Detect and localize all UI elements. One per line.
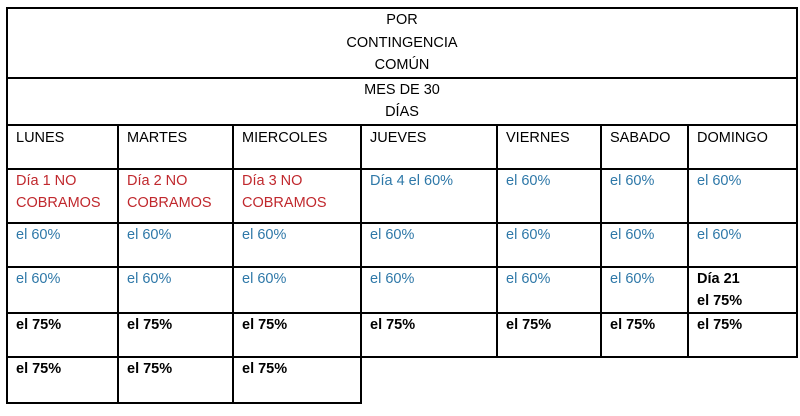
day-cell-text: Día 3 NO [242, 172, 303, 189]
day-cell-text: el 60% [506, 172, 551, 189]
day-cell-text: el 75% [16, 360, 62, 377]
payment-schedule-table: POR CONTINGENCIA COMÚN MES DE 30 DÍAS LU… [6, 7, 798, 404]
day-cell: el 75% [117, 355, 234, 404]
table-title: POR CONTINGENCIA COMÚN [6, 7, 798, 79]
empty-cell [361, 355, 497, 403]
day-cell: el 60% [360, 265, 498, 314]
table-subtitle: MES DE 30 DÍAS [6, 76, 798, 126]
day-cell-text: el 60% [127, 226, 172, 243]
day-cell-text: COBRAMOS [127, 194, 212, 211]
day-cell-text: el 75% [370, 316, 416, 333]
day-cell-text: el 75% [697, 316, 743, 333]
day-header-miercoles: MIERCOLES [232, 123, 362, 170]
day-cell: el 75% [117, 311, 234, 358]
empty-cell [601, 355, 688, 403]
day-cell-text: el 75% [697, 292, 743, 309]
day-cell: el 60% [687, 167, 798, 224]
day-cell: el 75% [232, 355, 362, 404]
day-cell-text: el 60% [697, 226, 742, 243]
contingency-sheet: POR CONTINGENCIA COMÚN MES DE 30 DÍAS LU… [6, 7, 798, 404]
day-cell: el 60% [496, 221, 602, 268]
day-cell: el 75% [6, 355, 119, 404]
title-line: COMÚN [374, 57, 430, 73]
day-cell: el 60% [600, 265, 689, 314]
day-cell: el 60% [687, 221, 798, 268]
subtitle-line: DÍAS [385, 104, 419, 120]
week-row: el 60% el 60% el 60% el 60% el 60% el 60% el 6… [6, 221, 798, 268]
day-cell-text: el 60% [127, 270, 172, 287]
day-cell: Día 3 NO COBRAMOS [232, 167, 362, 224]
day-cell-text: el 75% [127, 316, 173, 333]
day-cell: el 75% [687, 311, 798, 358]
day-header-sabado: SABADO [600, 123, 689, 170]
subtitle-line: MES DE 30 [364, 81, 440, 98]
day-cell: el 60% [117, 221, 234, 268]
day-cell-text: el 75% [16, 316, 62, 333]
title-line: POR [386, 12, 418, 28]
day-cell: el 75% [232, 311, 362, 358]
day-cell-text: el 60% [610, 172, 655, 189]
day-cell: el 75% [600, 311, 689, 358]
day-header-jueves: JUEVES [360, 123, 498, 170]
day-cell-text: el 60% [242, 226, 287, 243]
day-header-lunes: LUNES [6, 123, 119, 170]
day-cell-text: el 60% [370, 270, 415, 287]
day-cell-text: Día 1 NO [16, 172, 77, 189]
week-row: Día 1 NO COBRAMOS Día 2 NO COBRAMOS Día 3 NO… [6, 167, 798, 224]
week-row: el 75% el 75% el 75% el 75% el 75% el 75% el 7… [6, 311, 798, 358]
subtitle-row: MES DE 30 DÍAS [6, 76, 798, 126]
day-cell: el 60% [600, 167, 689, 224]
day-cell-text: el 75% [127, 360, 173, 377]
day-cell-text: el 60% [506, 270, 551, 287]
day-cell-text: el 60% [16, 226, 61, 243]
day-cell: el 60% [360, 221, 498, 268]
day-cell: el 60% [496, 167, 602, 224]
week-row: el 75% el 75% el 75% [6, 355, 797, 404]
weekday-header-row: LUNES MARTES MIERCOLES JUEVES VIERNES SA… [6, 123, 798, 170]
day-cell-text: el 60% [242, 270, 287, 287]
day-cell: el 60% [600, 221, 689, 268]
title-row: POR CONTINGENCIA COMÚN [6, 7, 798, 79]
day-cell-text: Día 2 NO [127, 172, 188, 189]
day-cell: el 60% [232, 265, 362, 314]
day-cell: Día 21 el 75% [687, 265, 798, 314]
day-cell-text: el 75% [610, 316, 656, 333]
day-cell: el 75% [6, 311, 119, 358]
day-cell: el 60% [232, 221, 362, 268]
day-cell: el 60% [6, 265, 119, 314]
day-cell-text: COBRAMOS [16, 194, 101, 211]
day-cell: el 60% [6, 221, 119, 268]
day-cell-text: el 60% [697, 172, 742, 189]
day-cell: el 60% [117, 265, 234, 314]
day-header-martes: MARTES [117, 123, 234, 170]
empty-cell [497, 355, 601, 403]
day-cell: el 60% [496, 265, 602, 314]
day-cell-text: el 60% [610, 226, 655, 243]
day-cell-text: el 60% [16, 270, 61, 287]
empty-cell [688, 355, 797, 403]
day-header-viernes: VIERNES [496, 123, 602, 170]
day-cell: Día 2 NO COBRAMOS [117, 167, 234, 224]
day-cell-text: el 60% [610, 270, 655, 287]
day-cell-text: el 60% [370, 226, 415, 243]
day-cell-text: el 60% [506, 226, 551, 243]
title-line: CONTINGENCIA [346, 34, 458, 51]
day-cell: el 75% [496, 311, 602, 358]
day-cell-text: Día 4 el 60% [370, 172, 454, 189]
day-cell-text: COBRAMOS [242, 194, 327, 211]
day-cell-text: el 75% [242, 360, 288, 377]
day-cell: Día 1 NO COBRAMOS [6, 167, 119, 224]
day-cell-text: Día 21 [697, 270, 740, 287]
day-header-domingo: DOMINGO [687, 123, 798, 170]
day-cell-text: el 75% [242, 316, 288, 333]
day-cell: el 75% [360, 311, 498, 358]
day-cell: Día 4 el 60% [360, 167, 498, 224]
week-row: el 60% el 60% el 60% el 60% el 60% el 60% Día … [6, 265, 798, 314]
day-cell-text: el 75% [506, 316, 552, 333]
